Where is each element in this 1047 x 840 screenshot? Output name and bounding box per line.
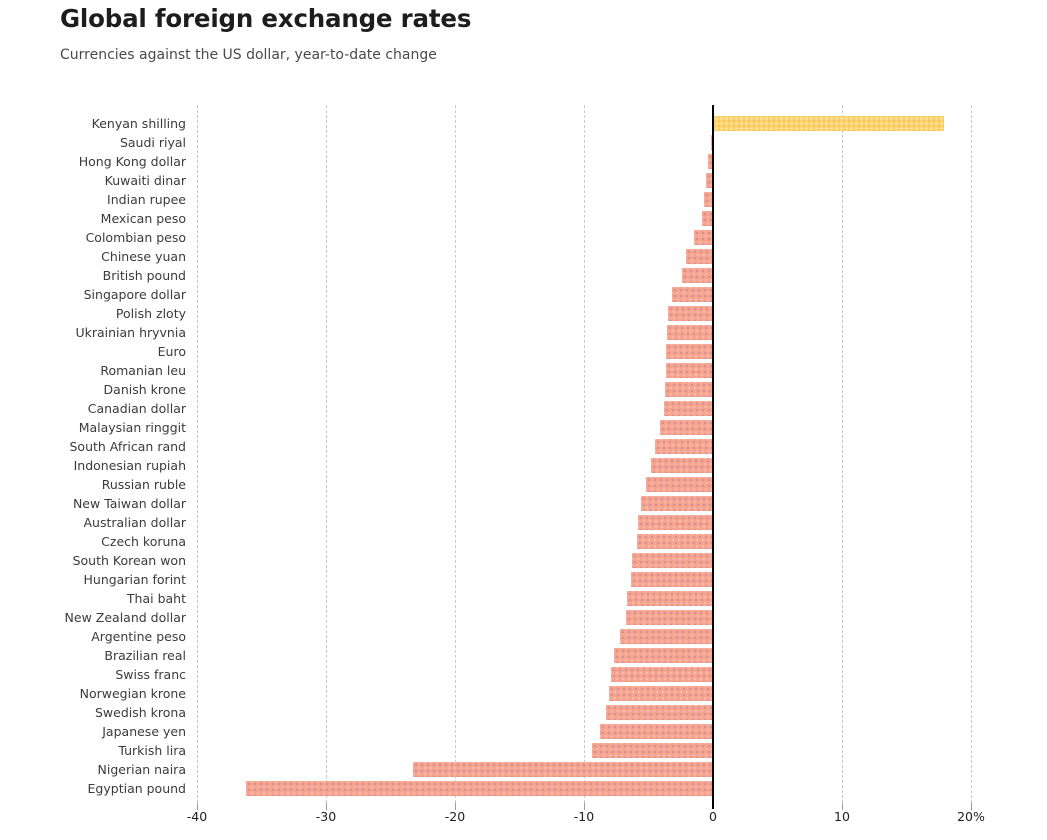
bar — [702, 210, 712, 226]
category-label: Euro — [157, 344, 186, 359]
bar — [693, 229, 712, 245]
category-label: Japanese yen — [102, 724, 186, 739]
bar — [608, 685, 712, 701]
gridline — [325, 105, 327, 803]
category-label: Romanian leu — [100, 363, 186, 378]
category-label: New Taiwan dollar — [72, 496, 186, 511]
gridline — [454, 105, 456, 803]
category-label: Mexican peso — [100, 211, 186, 226]
bar — [714, 115, 944, 131]
category-label: Colombian peso — [85, 230, 186, 245]
bar — [646, 476, 712, 492]
gridline — [583, 105, 585, 803]
category-label: British pound — [102, 268, 186, 283]
category-label: Kenyan shilling — [91, 116, 186, 131]
bar — [686, 248, 712, 264]
bar — [664, 381, 712, 397]
bar — [625, 609, 712, 625]
bar — [632, 552, 712, 568]
category-label: Hong Kong dollar — [78, 154, 186, 169]
bar — [412, 761, 712, 777]
bar — [611, 666, 712, 682]
bar — [246, 780, 712, 796]
bar — [704, 191, 712, 207]
x-tick-label: -30 — [315, 809, 337, 824]
x-tick-label: -40 — [186, 809, 208, 824]
bar — [651, 457, 712, 473]
category-label: New Zealand dollar — [64, 610, 186, 625]
x-axis-tick — [970, 803, 972, 810]
zero-baseline — [712, 105, 714, 809]
gridline — [970, 105, 972, 803]
category-label: South African rand — [69, 439, 186, 454]
x-tick-label: 10 — [834, 809, 850, 824]
bar — [665, 362, 712, 378]
category-label: Swiss franc — [115, 667, 186, 682]
bar — [641, 495, 712, 511]
bar — [599, 723, 712, 739]
category-label: Norwegian krone — [79, 686, 186, 701]
bar — [630, 571, 712, 587]
category-label: Danish krone — [103, 382, 186, 397]
bar — [592, 742, 712, 758]
category-label: Nigerian naira — [97, 762, 186, 777]
gridline — [196, 105, 198, 803]
category-label: Kuwaiti dinar — [104, 173, 186, 188]
category-label: Swedish krona — [95, 705, 186, 720]
bar — [672, 286, 712, 302]
category-label: Turkish lira — [118, 743, 186, 758]
category-label: Ukrainian hryvnia — [75, 325, 186, 340]
bar — [620, 628, 712, 644]
x-axis-tick — [841, 803, 843, 810]
gridline — [841, 105, 843, 803]
bar — [666, 343, 712, 359]
x-axis-tick — [325, 803, 327, 810]
bar — [626, 590, 712, 606]
x-tick-label: 20% — [957, 809, 985, 824]
chart-title: Global foreign exchange rates — [60, 4, 472, 33]
x-axis-tick — [196, 803, 198, 810]
category-label: Hungarian forint — [83, 572, 187, 587]
bar — [638, 514, 712, 530]
category-label: Saudi riyal — [119, 135, 186, 150]
category-label: Argentine peso — [91, 629, 186, 644]
bar — [710, 134, 712, 150]
category-label: Chinese yuan — [101, 249, 186, 264]
category-label: South Korean won — [72, 553, 186, 568]
bar — [613, 647, 712, 663]
category-label: Egyptian pound — [87, 781, 186, 796]
bar-chart-plot: -40 -30 -20 -10 0 10 20% Kenyan shilling Saudi r… — [0, 105, 1047, 840]
chart-subtitle: Currencies against the US dollar, year-t… — [60, 47, 437, 63]
category-label: Brazilian real — [104, 648, 186, 663]
x-tick-label: -10 — [573, 809, 595, 824]
x-tick-label: 0 — [709, 809, 717, 824]
bar — [668, 305, 712, 321]
category-label: Thai baht — [126, 591, 186, 606]
bar — [660, 419, 712, 435]
category-label: Indonesian rupiah — [73, 458, 186, 473]
bar — [655, 438, 712, 454]
bar — [664, 400, 712, 416]
bar — [682, 267, 712, 283]
category-label: Polish zloty — [115, 306, 186, 321]
category-label: Canadian dollar — [87, 401, 186, 416]
bar — [637, 533, 712, 549]
category-label: Singapore dollar — [83, 287, 186, 302]
bar — [708, 153, 712, 169]
bar — [706, 172, 712, 188]
x-axis-tick — [454, 803, 456, 810]
x-axis-tick — [583, 803, 585, 810]
category-label: Russian ruble — [101, 477, 186, 492]
x-tick-label: -20 — [444, 809, 466, 824]
category-label: Indian rupee — [107, 192, 186, 207]
bar — [606, 704, 712, 720]
category-label: Czech koruna — [101, 534, 186, 549]
bar — [666, 324, 712, 340]
category-label: Malaysian ringgit — [78, 420, 186, 435]
category-label: Australian dollar — [83, 515, 186, 530]
